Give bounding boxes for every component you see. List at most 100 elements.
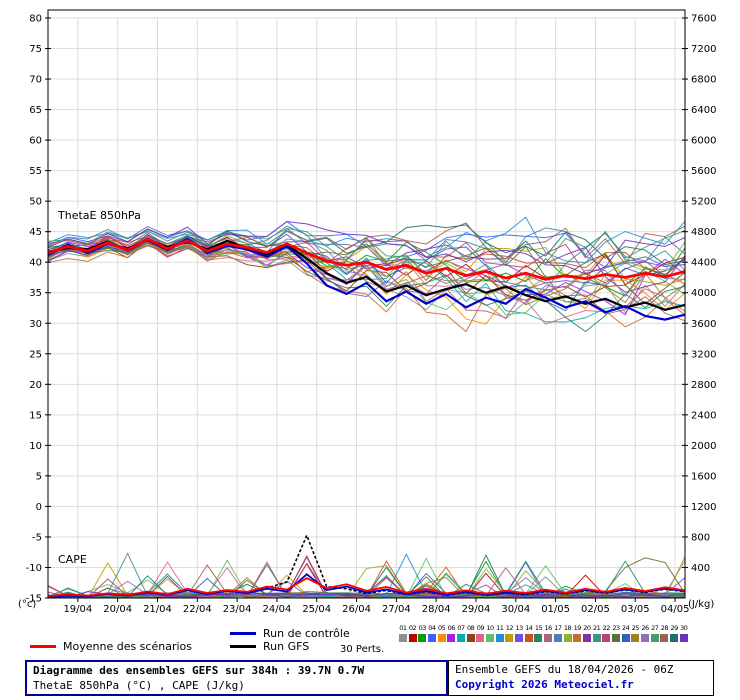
- perturbation-legend-item: 14: [524, 624, 534, 642]
- right-axis-tick-label: 4400: [691, 258, 716, 269]
- gfs-line-swatch: [230, 645, 256, 648]
- perturbation-color-legend: 01 02 03 04 05 06 07 08 09 10 11 12 13 14 15 16 17 18 19 20…: [398, 624, 689, 642]
- perturbation-color-swatch: [505, 634, 514, 642]
- perturbation-color-swatch: [621, 634, 630, 642]
- x-axis-date-label: 29/04: [462, 604, 491, 615]
- perturbation-number: 29: [670, 624, 678, 632]
- right-axis-tick-label: 2000: [691, 441, 716, 452]
- left-axis-tick-label: 10: [29, 441, 42, 452]
- right-axis-tick-label: 3600: [691, 319, 716, 330]
- perturbation-legend-item: 20: [582, 624, 592, 642]
- perturbation-color-swatch: [398, 634, 407, 642]
- perturbation-color-swatch: [418, 634, 427, 642]
- legend-gfs-label: Run GFS: [263, 640, 310, 653]
- perturbation-legend-item: 15: [534, 624, 544, 642]
- ensemble-member-cape-line: [47, 591, 686, 599]
- axes: (°c) (J/kg) 8075706560555045403530252015…: [18, 9, 716, 615]
- perturbation-color-swatch: [563, 634, 572, 642]
- right-axis-tick-label: 6800: [691, 75, 716, 86]
- perturbation-number: 20: [583, 624, 591, 632]
- right-axis-tick-label: 5200: [691, 197, 716, 208]
- control-line-swatch: [230, 632, 256, 635]
- perturbation-number: 01: [399, 624, 407, 632]
- x-axis-date-label: 27/04: [382, 604, 411, 615]
- right-axis-tick-label: 6400: [691, 105, 716, 116]
- perturbation-number: 23: [612, 624, 620, 632]
- grid-lines: [48, 17, 685, 599]
- perturbation-color-swatch: [408, 634, 417, 642]
- left-axis-tick-label: 55: [29, 166, 42, 177]
- perturbation-color-swatch: [641, 634, 650, 642]
- perturbation-legend-item: 25: [631, 624, 641, 642]
- left-axis-tick-label: 65: [29, 105, 42, 116]
- left-axis-tick-label: 0: [36, 502, 42, 513]
- perturbation-number: 16: [544, 624, 553, 632]
- perturbation-number: 26: [641, 624, 649, 632]
- perturbation-legend-item: 29: [669, 624, 679, 642]
- left-axis-tick-label: 20: [29, 380, 42, 391]
- diagram-subtitle: ThetaE 850hPa (°C) , CAPE (J/kg): [33, 679, 245, 692]
- legend-control-label: Run de contrôle: [263, 627, 350, 640]
- perturbation-legend-item: 11: [495, 624, 505, 642]
- perturbation-color-swatch: [573, 634, 582, 642]
- ensemble-member-lines: [47, 216, 686, 599]
- legend-control-run: Run de contrôle: [230, 627, 350, 640]
- perturbation-color-swatch: [456, 634, 465, 642]
- perturbations-count-label: 30 Perts.: [340, 644, 385, 655]
- right-axis-tick-label: 2800: [691, 380, 716, 391]
- perturbation-number: 15: [534, 624, 543, 632]
- legend-gfs-run: Run GFS: [230, 640, 309, 653]
- x-axis-date-label: 26/04: [342, 604, 371, 615]
- perturbation-legend-item: 01: [398, 624, 408, 642]
- right-axis-tick-label: 1600: [691, 471, 716, 482]
- left-axis-tick-label: 50: [29, 197, 42, 208]
- perturbation-number: 28: [660, 624, 669, 632]
- x-axis-date-label: 20/04: [103, 604, 132, 615]
- right-axis-tick-label: 7200: [691, 44, 716, 55]
- right-axis-tick-label: 4800: [691, 227, 716, 238]
- perturbation-number: 03: [418, 624, 427, 632]
- ensemble-member-thetae-line: [47, 224, 686, 266]
- perturbation-legend-item: 26: [640, 624, 650, 642]
- ensemble-member-thetae-line: [47, 235, 686, 305]
- ensemble-member-thetae-line: [47, 222, 686, 265]
- perturbation-color-swatch: [679, 634, 688, 642]
- x-axis-date-label: 24/04: [263, 604, 292, 615]
- left-axis-tick-label: 80: [29, 14, 42, 25]
- x-axis-date-label: 30/04: [501, 604, 530, 615]
- left-axis-tick-label: -5: [32, 532, 42, 543]
- ensemble-chart: ThetaE 850hPa CAPE (°c) (J/kg) 807570656…: [18, 9, 716, 615]
- perturbation-legend-item: 30: [679, 624, 689, 642]
- run-info-box: Ensemble GEFS du 18/04/2026 - 06Z Copyri…: [448, 660, 714, 696]
- mean-thetae-line: [47, 237, 686, 281]
- perturbation-legend-item: 07: [456, 624, 466, 642]
- perturbation-number: 19: [573, 624, 582, 632]
- perturbation-color-swatch: [476, 634, 485, 642]
- right-axis-tick-label: 7600: [691, 14, 716, 25]
- perturbation-color-swatch: [544, 634, 553, 642]
- x-axis-date-label: 28/04: [422, 604, 451, 615]
- ensemble-member-thetae-line: [47, 216, 686, 264]
- left-axis-tick-label: 25: [29, 349, 42, 360]
- perturbation-legend-item: 24: [621, 624, 631, 642]
- perturbation-legend-item: 23: [611, 624, 621, 642]
- right-axis-tick-label: 6000: [691, 136, 716, 147]
- left-axis-tick-label: 30: [29, 319, 42, 330]
- perturbation-color-swatch: [437, 634, 446, 642]
- left-axis-tick-label: 75: [29, 44, 42, 55]
- perturbation-legend-item: 12: [505, 624, 515, 642]
- right-axis-tick-label: 400: [691, 563, 710, 574]
- perturbation-legend-item: 22: [601, 624, 611, 642]
- perturbation-legend-item: 27: [650, 624, 660, 642]
- perturbation-legend-item: 18: [563, 624, 573, 642]
- ensemble-member-thetae-line: [47, 242, 686, 322]
- perturbation-color-swatch: [670, 634, 679, 642]
- thetae-series-label: ThetaE 850hPa: [57, 209, 141, 222]
- perturbation-legend-item: 09: [476, 624, 486, 642]
- left-axis-tick-label: 5: [36, 471, 42, 482]
- perturbation-color-swatch: [427, 634, 436, 642]
- copyright-text: Copyright 2026 Meteociel.fr: [455, 678, 634, 691]
- perturbation-number: 13: [515, 624, 523, 632]
- mean-cape-line: [47, 577, 686, 597]
